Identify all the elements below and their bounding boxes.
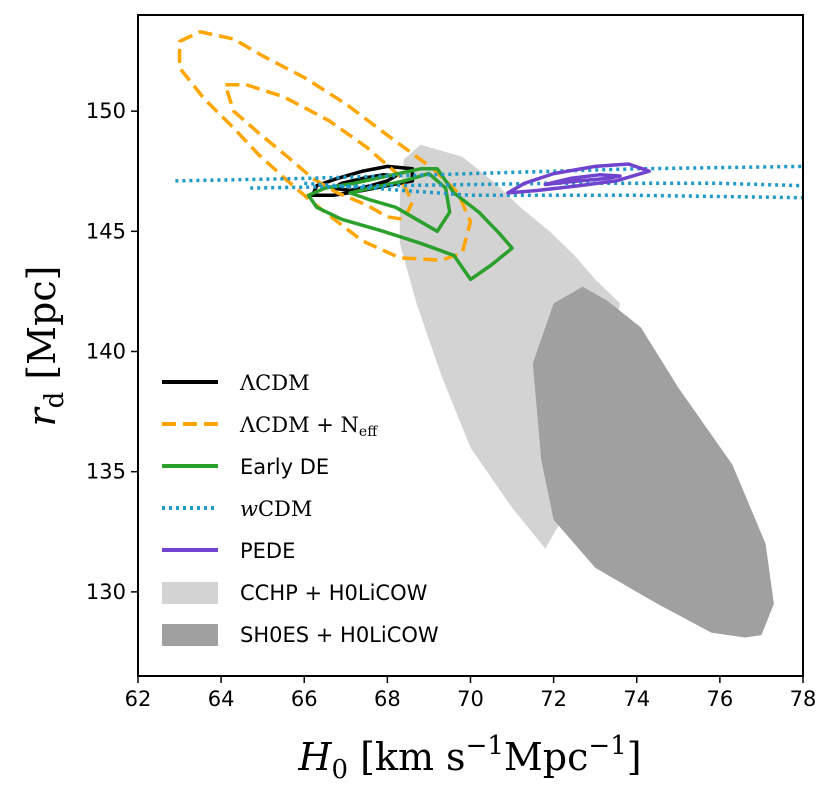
x-tick-label: 66 [291, 687, 318, 711]
x-tick-label: 74 [623, 687, 650, 711]
legend-label-wcdm: wCDM [240, 497, 312, 521]
x-tick-label: 70 [457, 687, 484, 711]
legend-swatch-shoes [162, 624, 218, 646]
shaded-regions [399, 144, 774, 638]
legend-entry-shoes: SH0ES + H0LiCOW [162, 623, 439, 647]
y-tick-label: 150 [86, 99, 126, 123]
legend-label-pede: PEDE [240, 539, 295, 563]
contour-lcdm-neff-1 [177, 30, 473, 262]
y-axis-title: rd[Mpc] [20, 266, 70, 427]
x-axis-title: H0 [km s−1Mpc−1] [297, 731, 641, 785]
y-tick-label: 145 [86, 219, 126, 243]
contour-pede-1 [506, 162, 651, 195]
contour-pede-0 [543, 173, 622, 187]
contour-early-de-1 [306, 167, 514, 282]
region-sh0es-h0licow [532, 286, 774, 638]
x-tick-label: 68 [374, 687, 401, 711]
y-axis: 130 135 140 145 150 [86, 99, 138, 604]
legend-label-lcdm-neff: ΛCDM + Neff [239, 413, 378, 440]
y-tick-label: 130 [86, 580, 126, 604]
legend: ΛCDM ΛCDM + Neff Early DE wCDM PEDE CCHP… [162, 371, 439, 647]
x-tick-label: 78 [790, 687, 817, 711]
y-tick-label: 135 [86, 460, 126, 484]
legend-entry-cchp: CCHP + H0LiCOW [162, 581, 428, 605]
legend-label-cchp: CCHP + H0LiCOW [240, 581, 428, 605]
legend-swatch-cchp [162, 582, 218, 604]
contour-lines [175, 30, 803, 282]
x-tick-label: 76 [707, 687, 734, 711]
legend-label-early-de: Early DE [240, 455, 329, 479]
legend-entry-lcdm: ΛCDM [162, 371, 310, 395]
legend-label-lcdm: ΛCDM [239, 371, 310, 395]
legend-entry-pede: PEDE [162, 539, 295, 563]
x-tick-label: 72 [540, 687, 567, 711]
contour-lcdm-neff-0 [223, 82, 415, 222]
contour-wcdm-1 [175, 164, 803, 183]
contour-early-de-0 [348, 171, 452, 234]
legend-entry-early-de: Early DE [162, 455, 329, 479]
x-tick-label: 64 [208, 687, 235, 711]
x-axis: 62 64 66 68 70 72 74 76 78 [125, 676, 817, 711]
legend-entry-wcdm: wCDM [162, 497, 312, 521]
legend-label-shoes: SH0ES + H0LiCOW [240, 623, 439, 647]
legend-entry-lcdm-neff: ΛCDM + Neff [162, 413, 378, 440]
y-tick-label: 140 [86, 340, 126, 364]
x-tick-label: 62 [125, 687, 152, 711]
